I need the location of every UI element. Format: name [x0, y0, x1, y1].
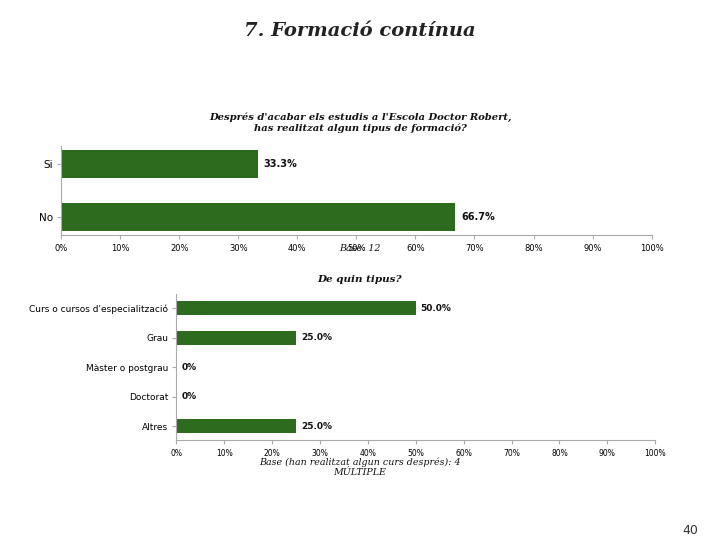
Text: De quin tipus?: De quin tipus?	[318, 275, 402, 284]
Text: 33.3%: 33.3%	[264, 159, 297, 168]
Text: 40: 40	[683, 524, 698, 537]
Text: Després d'acabar els estudis a l'Escola Doctor Robert,
has realitzat algun tipus: Després d'acabar els estudis a l'Escola …	[209, 113, 511, 133]
Text: 25.0%: 25.0%	[301, 422, 332, 431]
Text: Base: 12: Base: 12	[339, 244, 381, 253]
Text: 0%: 0%	[181, 392, 197, 401]
Bar	[176, 301, 416, 315]
Text: Base (han realitzat algun curs després): 4
MÚLTIPLE: Base (han realitzat algun curs després):…	[259, 457, 461, 477]
Text: 66.7%: 66.7%	[461, 212, 495, 222]
Text: 50.0%: 50.0%	[420, 303, 451, 313]
Text: 25.0%: 25.0%	[301, 333, 332, 342]
Text: 7. Formació contínua: 7. Formació contínua	[244, 22, 476, 39]
Bar	[176, 330, 296, 345]
Bar	[61, 150, 258, 178]
Text: 0%: 0%	[181, 363, 197, 372]
Text: 7.1. Formació Continua: 7.1. Formació Continua	[15, 83, 197, 97]
Bar	[176, 419, 296, 434]
Bar	[61, 203, 455, 231]
